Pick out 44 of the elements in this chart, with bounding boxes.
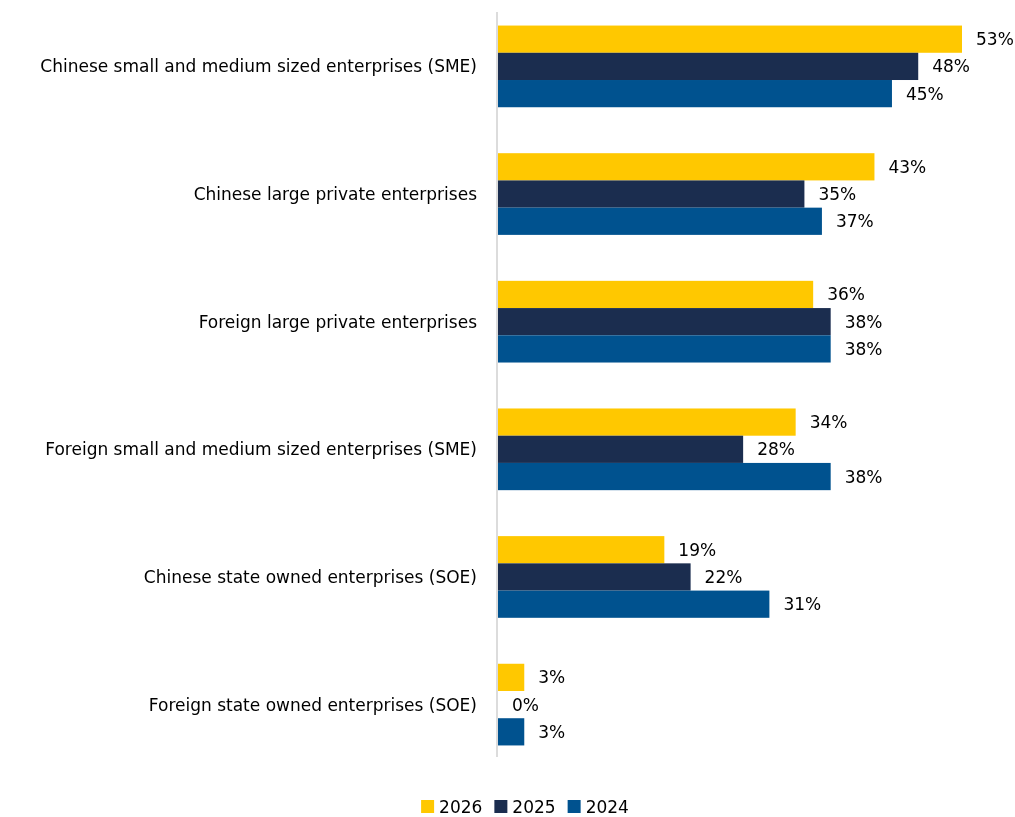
data-label: 34% [809,412,848,433]
data-label: 53% [976,29,1014,50]
bar [498,335,831,363]
legend-label: 2024 [585,796,629,817]
y-tick-label: Foreign small and medium sized enterprises (SME) [45,439,477,460]
data-label: 19% [678,539,717,560]
data-label: 22% [704,566,743,587]
y-tick-label: Chinese state owned enterprises (SOE) [143,566,477,587]
data-label: 3% [538,721,566,742]
y-tick-label: Foreign large private enterprises [198,311,478,332]
bar [498,663,525,691]
legend-label: 2026 [439,796,483,817]
data-label: 37% [835,211,874,232]
data-label: 0% [512,694,539,715]
data-label: 43% [888,156,927,177]
bar [498,52,919,81]
bar [498,590,770,618]
bar [498,25,962,53]
data-label: 35% [818,183,857,204]
y-tick-label: Chinese small and medium sized enterprises (SME) [40,56,477,77]
data-label: 31% [783,594,822,615]
bar [498,153,875,181]
bar [498,207,822,235]
data-label: 36% [827,284,865,305]
y-tick-label: Foreign state owned enterprises (SOE) [148,694,477,715]
data-label: 38% [844,311,883,332]
bar [498,280,814,309]
legend-label: 2025 [512,796,556,817]
bar [498,435,744,463]
bar [498,536,665,564]
bar [498,563,691,591]
data-label: 45% [905,83,944,104]
data-label: 38% [844,466,883,487]
bar [498,180,805,208]
bar [498,80,892,108]
data-label: 38% [844,338,883,359]
bar [498,718,525,746]
data-label: 3% [538,667,566,688]
data-label: 28% [757,439,795,460]
bar [498,408,796,436]
y-tick-label: Chinese large private enterprises [193,183,478,204]
bar [498,462,831,491]
data-label: 48% [932,56,971,77]
bar [498,308,831,336]
